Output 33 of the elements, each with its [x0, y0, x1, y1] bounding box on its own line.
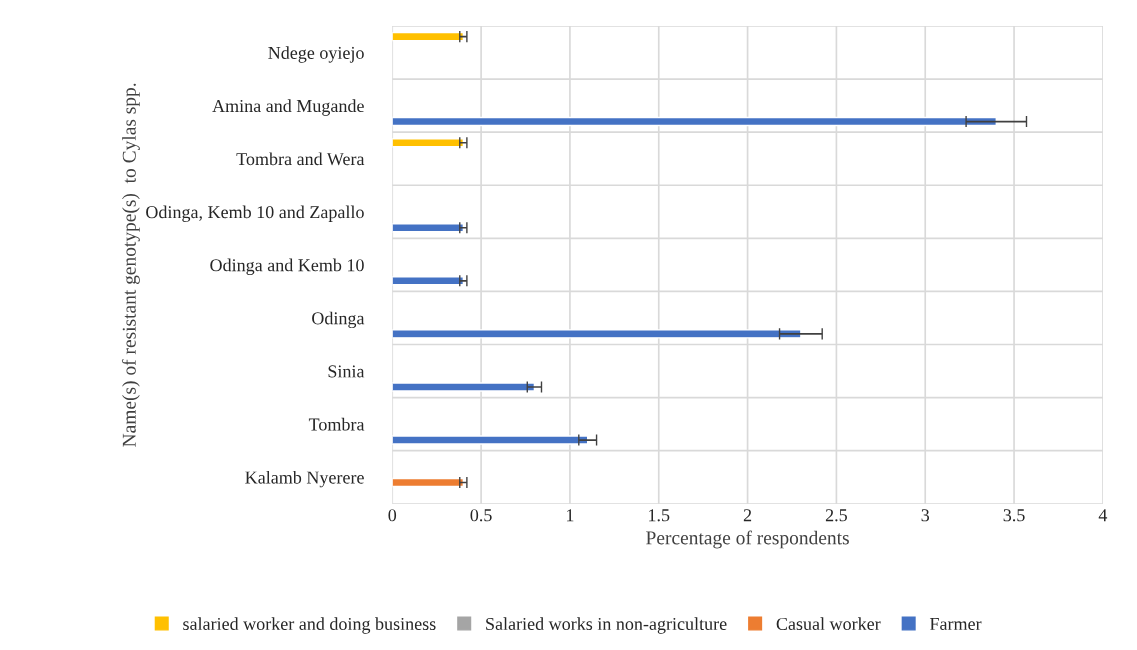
bar — [392, 138, 465, 148]
x-axis-title: Percentage of respondents — [646, 530, 849, 549]
y-tick-label: Tombra and Wera — [236, 152, 365, 166]
y-tick-label: Sinia — [328, 365, 365, 378]
legend-label: Salaried works in non-agriculture — [486, 617, 727, 634]
bar — [392, 31, 465, 42]
y-tick-label: Amina and Mugande — [212, 99, 364, 116]
legend-label: Casual worker — [776, 617, 881, 631]
y-tick-label: Kalamb Nyerere — [245, 470, 364, 488]
x-tick-label: 0 — [388, 509, 397, 522]
x-tick-label: 1 — [567, 509, 574, 522]
bar — [392, 382, 536, 392]
y-tick-label: Odinga, Kemb 10 and Zapallo — [146, 205, 364, 222]
bar — [392, 435, 589, 445]
y-axis-title: Name(s) of resistant genotype(s) to Cylas spp. — [121, 83, 140, 447]
y-tick-label: Odinga — [312, 311, 365, 329]
x-tick-label: 2 — [743, 509, 752, 522]
bar — [392, 329, 802, 339]
legend-label: salaried worker and doing business — [183, 617, 436, 634]
bar — [392, 116, 997, 127]
x-tick-label: 2.5 — [825, 509, 847, 522]
legend-label: Farmer — [929, 618, 982, 631]
y-tick-label: Tombra — [308, 417, 365, 431]
y-tick-label: Ndege oyiejo — [268, 46, 364, 63]
bar — [392, 276, 465, 286]
x-tick-label: 3 — [921, 509, 930, 522]
x-tick-label: 4 — [1098, 509, 1108, 522]
x-tick-label: 0.5 — [470, 509, 492, 522]
y-tick-label: Odinga and Kemb 10 — [210, 258, 364, 276]
x-tick-label: 3.5 — [1003, 509, 1025, 522]
bar — [392, 223, 465, 233]
x-tick-label: 1.5 — [649, 509, 670, 522]
bar — [392, 477, 465, 488]
